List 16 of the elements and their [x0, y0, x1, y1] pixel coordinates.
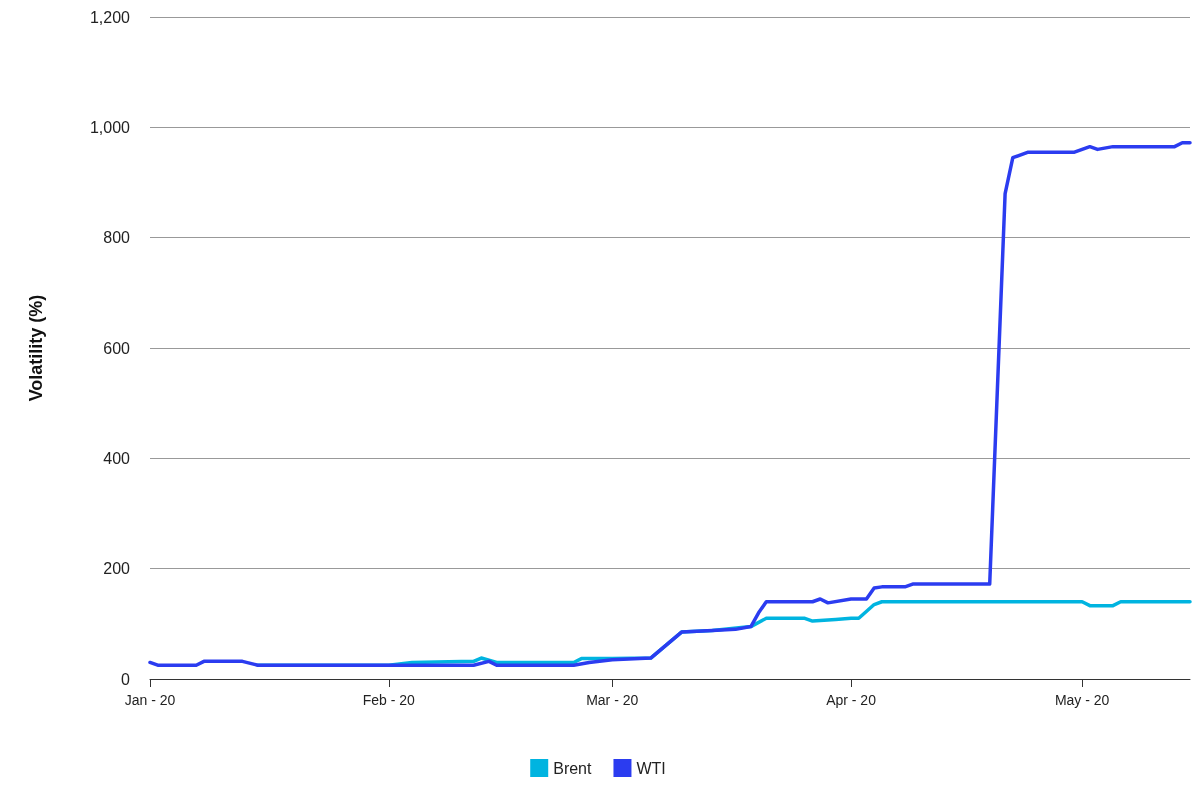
y-tick-label: 400	[103, 449, 131, 467]
line-series	[148, 141, 1192, 667]
y-tick-label: 1,000	[89, 118, 131, 136]
y-tick-label: 200	[103, 560, 131, 578]
y-tick-label: 600	[103, 339, 131, 357]
x-tick-label: Jan - 20	[124, 692, 176, 708]
x-tick-label: Feb - 20	[362, 692, 416, 708]
x-tick-label: Apr - 20	[826, 692, 877, 708]
y-tick-label: 1,200	[89, 8, 131, 26]
y-tick-label: 800	[103, 229, 131, 247]
y-tick-label: 0	[121, 670, 131, 688]
x-tick-label: Mar - 20	[586, 692, 639, 708]
x-tick-label: May - 20	[1054, 692, 1110, 708]
legend-label: WTI	[636, 759, 666, 777]
y-axis-title: Volatility (%)	[26, 294, 46, 402]
legend-label: Brent	[553, 759, 593, 777]
